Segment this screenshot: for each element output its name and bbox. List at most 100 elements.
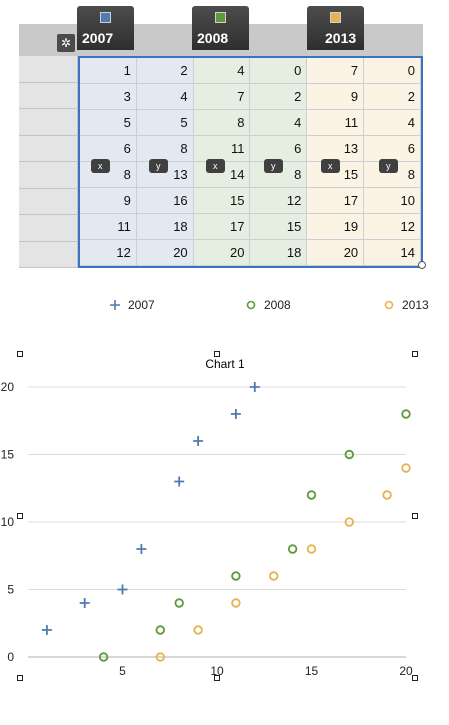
data-cell[interactable]: 8 [193,110,251,136]
circle-point[interactable] [193,625,203,635]
data-cell[interactable]: 2 [136,58,194,84]
selection-handle[interactable] [412,513,418,519]
data-cell[interactable]: 6 [364,136,421,162]
circle-point[interactable] [344,517,354,527]
data-cell[interactable]: 0 [250,58,308,84]
plus-point[interactable] [41,625,52,635]
data-cell[interactable]: 15 [250,214,308,240]
selection-handle[interactable] [17,513,23,519]
circle-point[interactable] [344,449,354,460]
chart-legend[interactable]: 2007 2008 2013 [0,298,449,314]
data-cell[interactable]: 4 [136,84,194,110]
data-cell[interactable]: 20 [307,240,365,266]
data-cell[interactable]: 8 [136,136,194,162]
resize-handle[interactable] [418,261,426,269]
row-header[interactable] [19,162,78,189]
gear-icon[interactable]: ✲ [57,34,75,52]
plus-point[interactable] [230,409,241,419]
series-name[interactable]: 2013 [325,30,357,46]
data-cell[interactable]: 0 [364,58,421,84]
data-cell[interactable]: 8 [250,162,308,188]
data-cell[interactable]: 2 [250,84,308,110]
data-cell[interactable]: 10 [364,188,421,214]
series-tab-2008[interactable]: 2008 [192,6,249,50]
data-cell[interactable]: 9 [80,188,137,214]
data-cell[interactable]: 12 [364,214,421,240]
selection-handle[interactable] [412,351,418,357]
circle-point[interactable] [382,490,392,500]
row-header[interactable] [19,109,78,136]
legend-item-2007[interactable]: 2007 [110,298,155,312]
data-cell[interactable]: 4 [250,110,308,136]
series-color-swatch[interactable] [100,12,111,23]
circle-point[interactable] [231,571,241,581]
row-header[interactable] [19,241,78,268]
axis-label-y[interactable]: y [379,159,398,173]
series-name[interactable]: 2008 [197,30,229,46]
series-tab-2007[interactable]: 2007 [77,6,134,50]
plus-point[interactable] [79,598,90,608]
data-cell[interactable]: 7 [307,58,365,84]
plus-point[interactable] [193,436,204,446]
data-cell[interactable]: 11 [307,110,365,136]
data-cell[interactable]: 4 [364,110,421,136]
scatter-chart[interactable]: Chart 1 0 5 10 15 20 5 10 15 20 [0,340,449,725]
series-color-swatch[interactable] [215,12,226,23]
circle-point[interactable] [98,652,109,662]
data-cell[interactable]: 17 [193,214,251,240]
axis-label-y[interactable]: y [264,159,283,173]
data-cell[interactable]: 7 [193,84,251,110]
circle-point[interactable] [269,571,279,581]
series-color-swatch[interactable] [330,12,341,23]
data-cell[interactable]: 14 [364,240,421,266]
series-2013[interactable] [155,463,411,662]
series-2007[interactable] [41,382,260,635]
legend-item-2008[interactable]: 2008 [246,298,291,312]
data-cell[interactable]: 6 [80,136,137,162]
data-cell[interactable]: 20 [193,240,251,266]
row-header[interactable] [19,56,78,83]
plus-point[interactable] [117,584,128,595]
selection-handle[interactable] [17,351,23,357]
data-cell[interactable]: 2 [364,84,421,110]
data-cell[interactable]: 15 [193,188,251,214]
data-cell[interactable]: 9 [307,84,365,110]
data-cell[interactable]: 11 [193,136,251,162]
axis-label-x[interactable]: x [321,159,340,173]
circle-point[interactable] [401,409,411,419]
selection-handle[interactable] [214,675,220,681]
data-cell[interactable]: 12 [250,188,308,214]
circle-point[interactable] [155,652,165,662]
data-cell[interactable]: 5 [136,110,194,136]
row-header[interactable] [19,82,78,109]
plus-point[interactable] [136,544,147,554]
circle-point[interactable] [306,490,317,500]
selection-handle[interactable] [412,675,418,681]
circle-point[interactable] [231,598,241,608]
data-cell[interactable]: 6 [250,136,308,162]
axis-label-y[interactable]: y [149,159,168,173]
plus-point[interactable] [249,382,260,392]
data-cell[interactable]: 12 [80,240,137,266]
circle-point[interactable] [306,544,317,554]
axis-label-x[interactable]: x [91,159,110,173]
plus-point[interactable] [174,476,185,487]
data-cell[interactable]: 13 [307,136,365,162]
data-cell[interactable]: 11 [80,214,137,240]
circle-point[interactable] [287,544,298,554]
data-cell[interactable]: 18 [136,214,194,240]
axis-label-x[interactable]: x [206,159,225,173]
data-cell[interactable]: 16 [136,188,194,214]
data-cell[interactable]: 20 [136,240,194,266]
data-cell[interactable]: 5 [80,110,137,136]
data-cell[interactable]: 18 [250,240,308,266]
selection-handle[interactable] [214,351,220,357]
row-header[interactable] [19,135,78,162]
circle-point[interactable] [401,463,411,473]
data-cell[interactable]: 1 [80,58,137,84]
series-tab-2013[interactable]: 2013 [307,6,364,50]
data-cell[interactable]: 4 [193,58,251,84]
data-cell[interactable]: 3 [80,84,137,110]
data-cell[interactable]: 17 [307,188,365,214]
legend-item-2013[interactable]: 2013 [384,298,429,312]
